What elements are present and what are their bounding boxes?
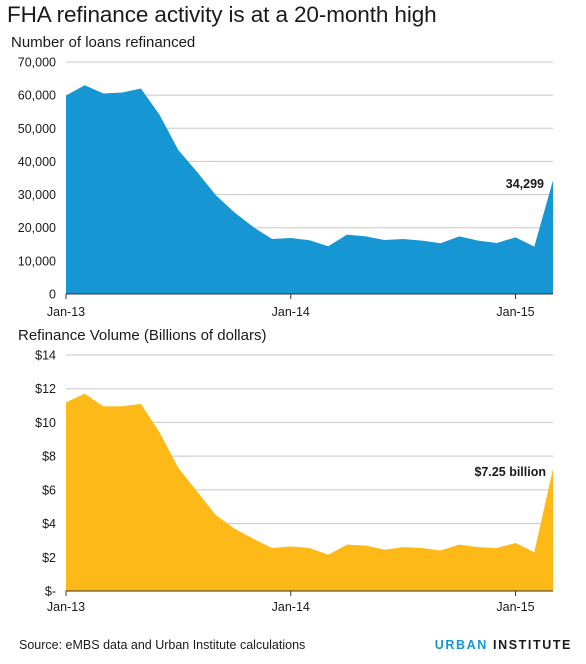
volume-y-tick-label: $10	[35, 416, 56, 430]
volume-y-tick-label: $14	[35, 349, 56, 363]
volume-y-tick-label: $8	[42, 450, 56, 464]
volume-chart-title: Refinance Volume (Billions of dollars)	[18, 327, 266, 344]
volume-last-value-label: $7.25 billion	[474, 465, 546, 479]
loans-y-tick-label: 10,000	[18, 254, 56, 268]
brand-part-2: INSTITUTE	[493, 638, 572, 652]
volume-x-tick-label: Jan-14	[272, 600, 310, 614]
loans-chart: Number of loans refinanced 0 10,000 20,000 3…	[11, 34, 553, 319]
volume-y-tick-label: $2	[42, 551, 56, 565]
loans-y-tick-label: 50,000	[18, 122, 56, 136]
loans-chart-title: Number of loans refinanced	[11, 34, 195, 51]
volume-chart: Refinance Volume (Billions of dollars) $-…	[18, 327, 553, 614]
loans-y-tick-label: 60,000	[18, 89, 56, 103]
loans-x-tick-label: Jan-13	[47, 305, 85, 319]
loans-y-tick-label: 30,000	[18, 188, 56, 202]
volume-area	[66, 393, 553, 591]
loans-y-tick-label: 20,000	[18, 221, 56, 235]
loans-y-tick-label: 0	[49, 288, 56, 302]
loans-area	[66, 85, 553, 294]
brand-logo: URBAN INSTITUTE	[435, 638, 572, 652]
volume-x-tick-label: Jan-15	[496, 600, 534, 614]
volume-x-tick-label: Jan-13	[47, 600, 85, 614]
brand-part-1: URBAN	[434, 638, 488, 652]
source-note: Source: eMBS data and Urban Institute ca…	[19, 638, 306, 652]
volume-y-tick-label: $6	[42, 483, 56, 497]
volume-y-tick-label: $-	[45, 585, 56, 599]
loans-x-tick-label: Jan-14	[272, 305, 310, 319]
loans-last-value-label: 34,299	[506, 177, 544, 191]
volume-y-tick-label: $4	[42, 517, 56, 531]
loans-y-tick-label: 70,000	[18, 56, 56, 70]
volume-y-tick-label: $12	[35, 382, 56, 396]
page-title: FHA refinance activity is at a 20-month …	[7, 2, 437, 27]
loans-y-tick-label: 40,000	[18, 155, 56, 169]
loans-x-tick-label: Jan-15	[496, 305, 534, 319]
